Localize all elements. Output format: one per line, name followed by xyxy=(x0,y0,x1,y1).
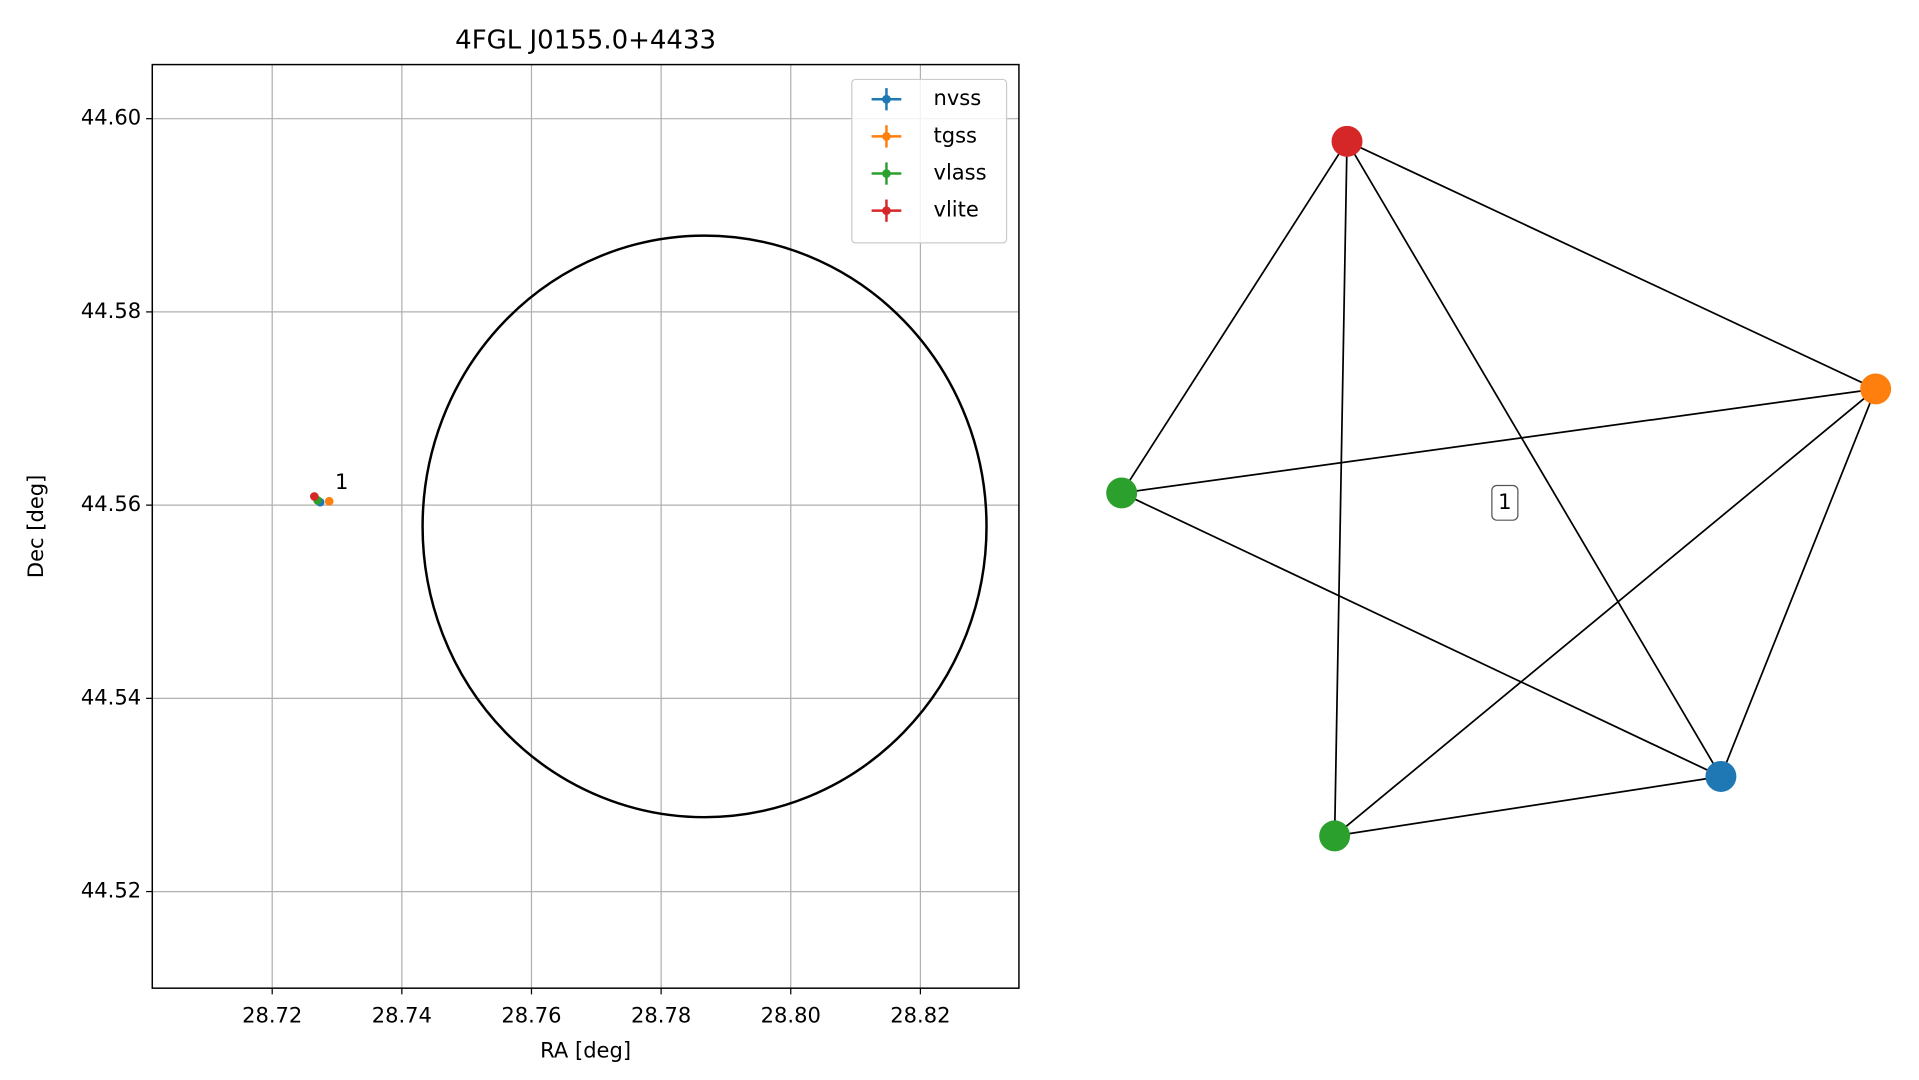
legend-marker xyxy=(882,206,891,216)
data-point xyxy=(324,496,334,506)
legend-marker xyxy=(882,169,891,178)
legend-marker xyxy=(882,94,891,104)
legend-label: vlite xyxy=(934,197,979,222)
edge xyxy=(1121,492,1722,778)
legend-marker xyxy=(882,132,891,141)
node xyxy=(1319,820,1351,852)
x-tick-label: 28.78 xyxy=(631,1003,691,1028)
x-tick-label: 28.74 xyxy=(372,1003,432,1028)
x-tick-label: 28.82 xyxy=(890,1003,950,1028)
edge xyxy=(1346,140,1722,777)
node xyxy=(1860,373,1892,405)
edge xyxy=(1334,388,1877,837)
x-tick-label: 28.80 xyxy=(761,1003,821,1028)
x-tick-label: 28.72 xyxy=(242,1003,302,1028)
x-axis-label: RA [deg] xyxy=(540,1037,631,1062)
data-point xyxy=(309,492,319,501)
region-circle xyxy=(421,234,988,819)
y-tick-label: 44.52 xyxy=(81,878,141,903)
legend-label: vlass xyxy=(934,160,987,185)
label-box xyxy=(1491,484,1519,521)
x-tick-label: 28.76 xyxy=(501,1003,561,1028)
edge xyxy=(1120,140,1348,494)
y-tick-label: 44.54 xyxy=(81,684,141,709)
edge xyxy=(1334,775,1722,837)
node xyxy=(1331,125,1363,157)
legend-label: nvss xyxy=(934,85,982,110)
y-tick-label: 44.60 xyxy=(81,105,141,130)
edge xyxy=(1346,140,1877,390)
y-tick-label: 44.58 xyxy=(81,298,141,323)
edge xyxy=(1333,141,1348,836)
legend-box xyxy=(851,78,1008,244)
annotation: 1 xyxy=(335,469,348,494)
plot-frame xyxy=(151,63,1020,989)
legend-label: tgss xyxy=(934,122,978,147)
edge xyxy=(1720,388,1877,777)
chart-title: 4FGL J0155.0+4433 xyxy=(455,26,716,56)
y-axis-label: Dec [deg] xyxy=(23,475,48,578)
y-tick-label: 44.56 xyxy=(81,491,141,516)
edge xyxy=(1121,388,1876,494)
node xyxy=(1705,760,1737,792)
graph-label: 1 xyxy=(1498,489,1511,514)
node xyxy=(1106,477,1138,509)
